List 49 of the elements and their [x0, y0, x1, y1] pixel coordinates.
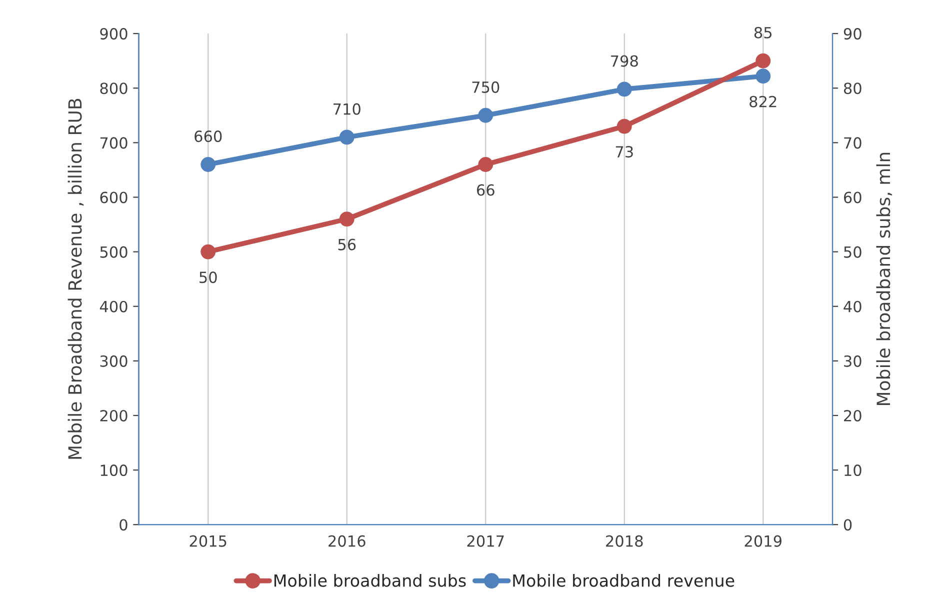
y2-tick-label: 70 — [844, 137, 862, 149]
x-tick-label: 2017 — [467, 535, 504, 547]
y2-tick-label: 20 — [844, 410, 862, 422]
point — [478, 108, 494, 123]
point — [339, 130, 354, 145]
y2-tick-label: 10 — [844, 464, 862, 476]
x-tick-label: 2016 — [328, 535, 366, 547]
data-label: 85 — [754, 26, 772, 38]
y-tick-label: 700 — [100, 137, 128, 149]
x-tick-label: 2018 — [606, 535, 643, 547]
point — [756, 68, 771, 84]
data-label: 56 — [338, 238, 356, 250]
y-axis-title: Mobile Broadband Revenue , billion RUB — [68, 98, 84, 459]
data-label: 822 — [750, 96, 776, 108]
y-tick-label: 900 — [100, 28, 128, 40]
y-tick-label: 600 — [100, 192, 128, 204]
y2-tick-label: 0 — [844, 519, 852, 531]
y-tick-label: 0 — [120, 519, 128, 531]
y2-tick-label: 40 — [844, 300, 862, 312]
y-tick-label: 400 — [100, 300, 128, 312]
y-tick-label: 500 — [100, 246, 128, 258]
point — [200, 244, 216, 260]
data-label: 750 — [472, 81, 500, 93]
y2-tick-label: 80 — [844, 82, 862, 94]
point — [616, 118, 632, 134]
y2-tick-label: 30 — [844, 355, 862, 367]
data-label: 660 — [194, 130, 222, 142]
legend-label: Mobile broadband revenue — [513, 574, 734, 587]
point — [478, 157, 494, 172]
legend-label: Mobile broadband subs — [274, 574, 466, 587]
y2-tick-label: 90 — [844, 28, 862, 40]
point — [339, 212, 354, 227]
y2-axis-title: Mobile broadband subs, mln — [876, 152, 892, 406]
x-tick-label: 2015 — [190, 535, 226, 547]
data-label: 50 — [200, 272, 217, 284]
y-tick-label: 800 — [100, 82, 128, 94]
y2-tick-label: 60 — [844, 192, 862, 204]
point — [200, 157, 216, 172]
data-label: 66 — [476, 184, 494, 196]
point — [756, 53, 771, 68]
y-tick-label: 100 — [100, 464, 128, 476]
data-label: 798 — [611, 55, 638, 67]
y-tick-label: 300 — [100, 355, 128, 367]
x-tick-label: 2019 — [744, 535, 782, 547]
data-label: 73 — [616, 146, 633, 158]
data-label: 710 — [334, 103, 360, 115]
y2-tick-label: 50 — [844, 246, 862, 258]
y-tick-label: 200 — [100, 410, 128, 422]
point — [616, 82, 632, 97]
